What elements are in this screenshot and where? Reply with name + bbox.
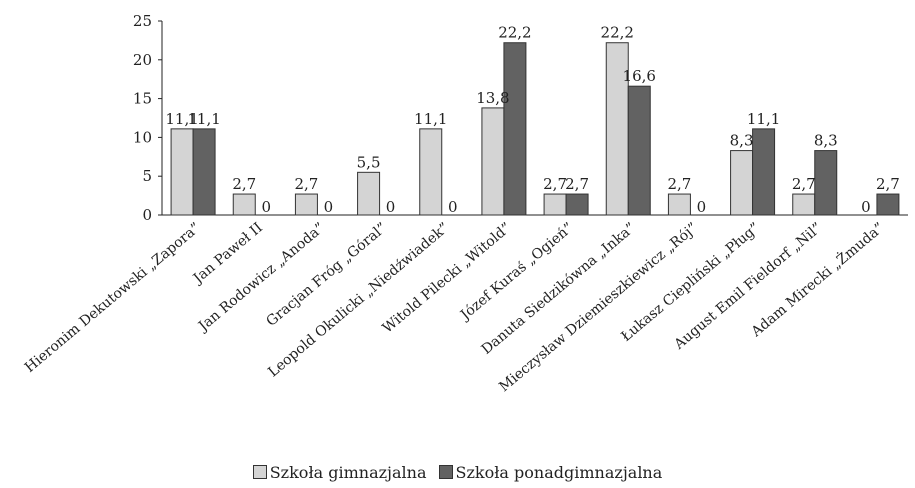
bar-ponadgimnazjalna: [192, 128, 216, 216]
legend-item-ponadgimnazjalna: Szkoła ponadgimnazjalna: [438, 462, 663, 482]
bar-ponadgimnazjalna: [503, 42, 527, 216]
bar-gimnazjalna: [170, 128, 194, 216]
y-tick-label: 25: [133, 12, 152, 30]
legend-label-gimnazjalna: Szkoła gimnazjalna: [269, 462, 427, 482]
bar-gimnazjalna: [792, 193, 816, 216]
data-label: 8,3: [730, 132, 754, 150]
y-tick-label: 15: [133, 90, 152, 108]
legend-swatch-gimnazjalna: [252, 465, 267, 479]
data-label: 0: [324, 198, 334, 216]
data-labels: 11,111,12,702,705,5011,1013,822,22,72,72…: [165, 24, 899, 216]
x-tick-label: Hieronim Dekutowski „Zapora”: [22, 220, 204, 376]
data-label: 2,7: [565, 175, 589, 193]
legend-item-gimnazjalna: Szkoła gimnazjalna: [252, 462, 427, 482]
axes: [158, 20, 908, 216]
data-label: 11,1: [747, 110, 780, 128]
bar-ponadgimnazjalna: [752, 128, 776, 216]
bar-ponadgimnazjalna: [814, 150, 838, 216]
bar-ponadgimnazjalna: [627, 85, 651, 216]
bar-gimnazjalna: [357, 171, 381, 216]
data-label: 16,6: [623, 67, 656, 85]
data-label: 13,8: [476, 89, 509, 107]
bar-gimnazjalna: [232, 193, 256, 216]
data-label: 0: [861, 198, 871, 216]
bar-gimnazjalna: [667, 193, 691, 216]
data-label: 2,7: [294, 175, 318, 193]
data-label: 0: [697, 198, 707, 216]
bar-gimnazjalna: [543, 193, 567, 216]
y-tick-label: 20: [133, 51, 152, 69]
bar-ponadgimnazjalna: [876, 193, 900, 216]
bar-gimnazjalna: [481, 107, 505, 216]
x-tick-labels: Hieronim Dekutowski „Zapora”Jan Paweł II…: [22, 218, 888, 395]
legend: Szkoła gimnazjalna Szkoła ponadgimnazjal…: [0, 460, 915, 484]
bar-gimnazjalna: [419, 128, 443, 216]
y-tick-labels: 0 5 10 15 20 25: [133, 12, 152, 224]
legend-swatch-ponadgimnazjalna: [438, 465, 453, 479]
data-label: 11,1: [414, 110, 447, 128]
x-tick-label: Jan Rodowicz „Anoda”: [194, 220, 328, 336]
data-label: 2,7: [667, 175, 691, 193]
data-label: 2,7: [232, 175, 256, 193]
data-label: 22,2: [498, 24, 531, 42]
data-label: 2,7: [876, 175, 900, 193]
data-label: 8,3: [814, 132, 838, 150]
data-label: 5,5: [357, 153, 381, 171]
data-label: 2,7: [792, 175, 816, 193]
bar-gimnazjalna: [294, 193, 318, 216]
data-label: 0: [261, 198, 271, 216]
bar-ponadgimnazjalna: [565, 193, 589, 216]
y-tick-label: 10: [133, 128, 152, 146]
data-label: 11,1: [187, 110, 220, 128]
data-label: 0: [448, 198, 458, 216]
data-label: 0: [386, 198, 396, 216]
y-tick-label: 5: [142, 167, 152, 185]
bar-gimnazjalna: [730, 150, 754, 216]
x-tick-label: Gracjan Fróg „Góral”: [263, 220, 390, 330]
x-tick-label: Józef Kuraś „Ogień”: [456, 220, 576, 325]
data-label: 22,2: [601, 24, 634, 42]
y-tick-label: 0: [142, 206, 152, 224]
bars: [170, 42, 900, 216]
data-label: 11,1: [165, 110, 198, 128]
legend-label-ponadgimnazjalna: Szkoła ponadgimnazjalna: [455, 462, 663, 482]
data-label: 2,7: [543, 175, 567, 193]
x-tick-label: Witold Pilecki „Witold”: [380, 220, 515, 337]
